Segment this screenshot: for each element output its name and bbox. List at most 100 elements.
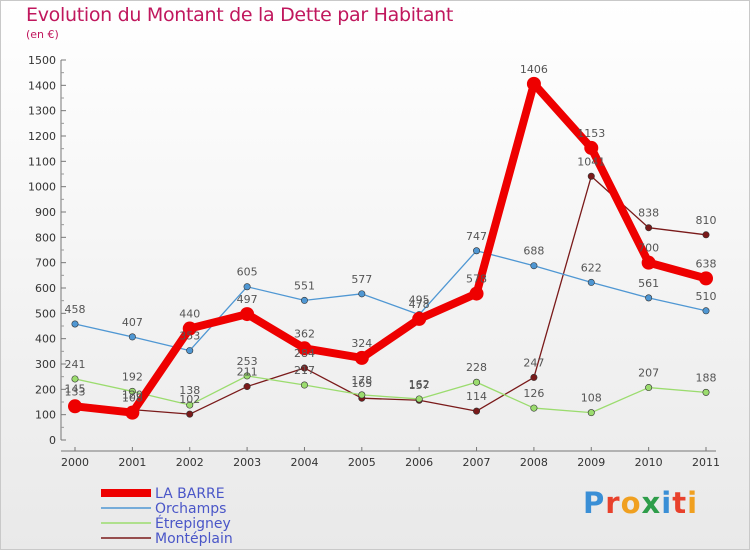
data-point: [300, 296, 308, 304]
data-point: [526, 76, 541, 91]
logo-letter: P: [583, 486, 606, 520]
data-label: 114: [466, 390, 487, 403]
logo-letter: i: [687, 486, 699, 520]
data-label: 126: [523, 387, 544, 400]
data-label: 1406: [520, 63, 548, 76]
data-label: 120: [122, 389, 143, 402]
logo-letter: x: [641, 486, 662, 520]
y-tick-label: 200: [35, 383, 56, 396]
data-point: [68, 399, 82, 414]
data-label: 622: [581, 261, 602, 274]
data-label: 247: [523, 356, 544, 369]
data-point: [530, 373, 538, 381]
data-point: [240, 307, 255, 322]
data-label: 162: [409, 378, 430, 391]
x-tick-label: 2002: [176, 456, 204, 469]
data-label: 324: [351, 337, 372, 350]
y-tick-label: 1400: [28, 79, 56, 92]
y-tick-label: 1100: [28, 155, 56, 168]
data-label: 497: [237, 293, 258, 306]
data-point: [71, 375, 79, 383]
y-tick-label: 1000: [28, 181, 56, 194]
series-line: [71, 79, 710, 417]
chart-subtitle: (en €): [26, 28, 59, 41]
x-tick-label: 2008: [520, 456, 548, 469]
data-label: 188: [696, 371, 717, 384]
logo-letter: o: [620, 486, 642, 520]
x-tick-label: 2009: [577, 456, 605, 469]
data-point: [469, 286, 484, 301]
data-label: 605: [237, 266, 258, 279]
data-label: 241: [65, 358, 86, 371]
data-point: [530, 404, 538, 412]
data-point: [128, 333, 136, 341]
y-tick-label: 900: [35, 206, 56, 219]
proxiti-logo: Proxiti: [583, 486, 698, 520]
legend-label: Orchamps: [155, 501, 226, 517]
y-tick-label: 1300: [28, 105, 56, 118]
data-label: 108: [581, 392, 602, 405]
data-label: 211: [237, 366, 258, 379]
data-point: [587, 278, 595, 286]
x-tick-label: 2004: [290, 456, 318, 469]
data-label: 108: [122, 392, 143, 405]
data-point: [530, 262, 538, 270]
x-tick-label: 2003: [233, 456, 261, 469]
logo-letter: i: [661, 486, 673, 520]
data-label: 551: [294, 279, 315, 292]
data-label: 700: [638, 242, 659, 255]
series-la-barre: [68, 76, 713, 420]
data-label: 253: [237, 355, 258, 368]
data-label: 407: [122, 316, 143, 329]
data-point: [641, 255, 656, 270]
data-point: [300, 364, 308, 372]
data-label: 133: [65, 385, 86, 398]
x-tick-label: 2010: [635, 456, 663, 469]
data-point: [473, 378, 481, 386]
data-point: [645, 384, 653, 392]
logo-letter: r: [605, 486, 621, 520]
logo-letter: t: [672, 486, 688, 520]
data-label: 688: [523, 245, 544, 258]
data-label: 145: [65, 382, 86, 395]
data-label: 165: [351, 377, 372, 390]
chart-title: Evolution du Montant de la Dette par Hab…: [26, 4, 454, 26]
legend-label: Montéplain: [155, 531, 233, 547]
data-label: 228: [466, 361, 487, 374]
series--trepigney: [71, 372, 710, 417]
data-label: 638: [696, 257, 717, 270]
data-label: 458: [65, 303, 86, 316]
data-label: 578: [466, 273, 487, 286]
legend-label: LA BARRE: [155, 486, 225, 502]
y-tick-label: 1200: [28, 130, 56, 143]
x-tick-label: 2005: [348, 456, 376, 469]
y-tick-label: 1500: [28, 54, 56, 67]
data-point: [186, 347, 194, 355]
data-point: [71, 320, 79, 328]
y-tick-label: 400: [35, 333, 56, 346]
data-point: [186, 401, 194, 409]
data-label: 478: [409, 298, 430, 311]
data-label: 577: [351, 273, 372, 286]
legend-label: Étrepigney: [155, 515, 231, 532]
data-point: [358, 290, 366, 298]
y-tick-label: 500: [35, 307, 56, 320]
y-tick-label: 700: [35, 257, 56, 270]
data-point: [300, 381, 308, 389]
data-point: [354, 350, 369, 365]
data-label: 510: [696, 290, 717, 303]
data-point: [128, 387, 136, 395]
data-point: [412, 311, 427, 326]
data-label: 810: [696, 214, 717, 227]
x-tick-label: 2007: [463, 456, 491, 469]
data-label: 1041: [577, 155, 605, 168]
series-line: [74, 175, 707, 415]
data-label: 440: [179, 308, 200, 321]
data-label: 284: [294, 347, 315, 360]
data-point: [587, 172, 595, 180]
data-label: 157: [409, 379, 430, 392]
data-label: 495: [409, 294, 430, 307]
data-point: [358, 391, 366, 399]
